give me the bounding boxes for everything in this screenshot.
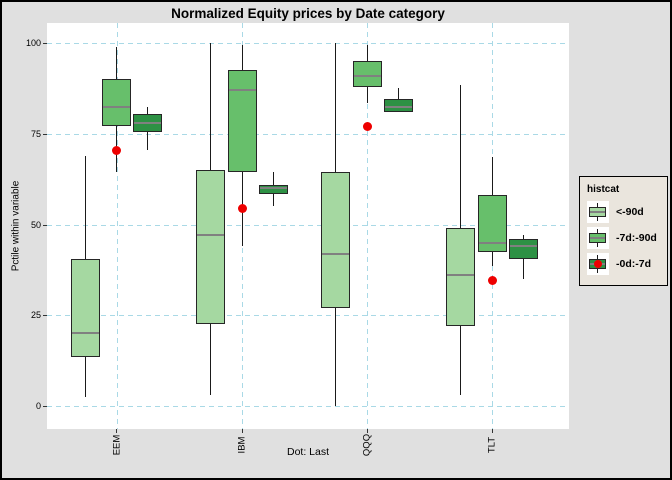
- x-tick-mark: [241, 429, 243, 433]
- boxplot-key-icon: [587, 201, 609, 223]
- median-line: [447, 274, 475, 277]
- y-tick-label: 50: [30, 219, 41, 230]
- median-line: [134, 121, 162, 124]
- median-line: [197, 234, 225, 237]
- v-gridline: [116, 23, 118, 429]
- median-line: [103, 105, 130, 108]
- last-value-dot: [487, 276, 497, 286]
- legend-title: histcat: [587, 184, 620, 195]
- x-tick-mark: [366, 429, 368, 433]
- last-value-dot: [112, 145, 121, 155]
- boxplot-box: [196, 170, 226, 325]
- boxplot-box: [508, 239, 538, 259]
- median-line: [509, 245, 537, 248]
- last-value-dot: [237, 203, 247, 213]
- h-gridline: [47, 133, 569, 135]
- legend-entry: -7d:-90d: [587, 227, 661, 249]
- y-tick-label: 0: [35, 401, 41, 411]
- boxplot-box: [70, 258, 100, 357]
- legend: histcat <-90d -7d:-90d -0d:-7d: [579, 176, 668, 286]
- y-tick-label: 100: [25, 38, 41, 48]
- median-line: [71, 332, 99, 335]
- legend-entry: -0d:-7d: [587, 253, 661, 275]
- h-gridline: [47, 224, 569, 226]
- y-tick-mark: [43, 315, 47, 317]
- y-tick-mark: [43, 406, 47, 407]
- y-tick-mark: [43, 224, 47, 226]
- y-tick-label: 25: [30, 310, 41, 321]
- y-tick-mark: [43, 133, 47, 135]
- boxplot-box: [446, 228, 476, 327]
- v-gridline: [367, 23, 368, 429]
- boxplot-key-icon: [587, 227, 609, 249]
- v-gridline: [242, 23, 243, 429]
- h-gridline: [47, 43, 569, 44]
- median-line: [322, 252, 350, 255]
- boxplot-box: [227, 70, 257, 172]
- x-tick-mark: [116, 429, 117, 433]
- median-line: [259, 187, 287, 190]
- y-tick-label: 75: [30, 128, 41, 139]
- boxplot-key-icon: [587, 253, 609, 275]
- legend-label: -7d:-90d: [616, 232, 657, 244]
- boxplot-box: [321, 171, 351, 308]
- legend-entry: <-90d: [587, 201, 661, 223]
- legend-label: -0d:-7d: [616, 258, 651, 270]
- chart-title: Normalized Equity prices by Date categor…: [171, 6, 445, 21]
- h-gridline: [47, 406, 569, 407]
- last-value-dot: [362, 121, 372, 131]
- median-line: [353, 74, 381, 77]
- median-line: [384, 105, 412, 108]
- legend-label: <-90d: [616, 206, 644, 218]
- h-gridline: [47, 315, 569, 317]
- caption-dot-last: Dot: Last: [286, 446, 330, 458]
- boxplot-box: [352, 61, 382, 87]
- median-line: [228, 89, 256, 92]
- median-line: [478, 241, 506, 244]
- y-axis-title: Pctile within variable: [10, 180, 22, 272]
- y-tick-mark: [43, 43, 47, 44]
- boxplot-box: [102, 79, 131, 127]
- plot-panel: [47, 23, 569, 429]
- x-tick-mark: [491, 429, 493, 433]
